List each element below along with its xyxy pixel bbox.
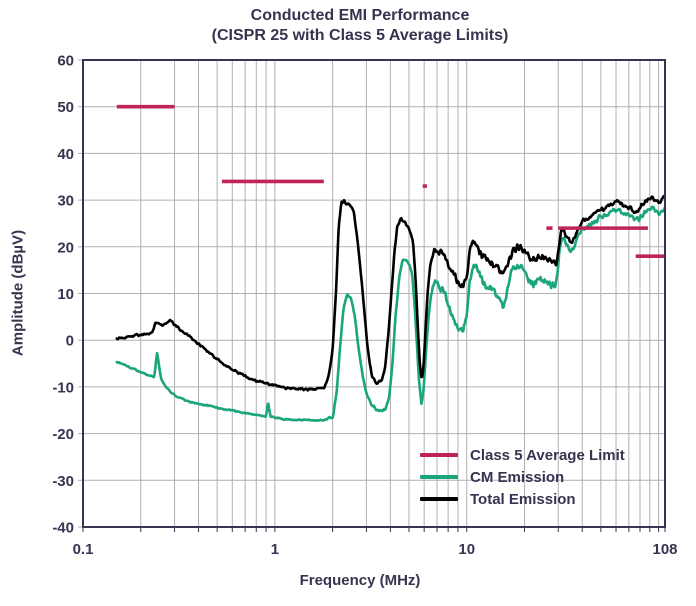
plot-border bbox=[82, 59, 666, 528]
legend-item-cm-emission: CM Emission bbox=[420, 466, 625, 488]
y-tick-label: 50 bbox=[57, 99, 74, 116]
y-axis-label: Amplitude (dBµV) bbox=[9, 229, 27, 357]
legend-item-total-emission: Total Emission bbox=[420, 488, 625, 510]
chart-title-line1: Conducted EMI Performance bbox=[250, 7, 470, 24]
y-tick-label: 0 bbox=[66, 333, 74, 350]
y-tick-label: -20 bbox=[52, 426, 74, 443]
legend-swatch-cm-emission bbox=[420, 475, 458, 479]
legend-swatch-class5-limit bbox=[420, 453, 458, 457]
x-tick-label: 1 bbox=[271, 541, 279, 558]
y-tick-label: 40 bbox=[57, 146, 74, 163]
x-tick-label: 108 bbox=[652, 541, 677, 558]
y-tick-label: 60 bbox=[57, 53, 74, 70]
total-emission-line bbox=[115, 194, 667, 392]
legend-label-total-emission: Total Emission bbox=[470, 490, 576, 508]
y-tick-label: -30 bbox=[52, 473, 74, 490]
y-tick-label: -10 bbox=[52, 379, 74, 396]
class5-limit-segments bbox=[116, 104, 665, 258]
x-tick-labels: 0.1 1 10 108 bbox=[73, 541, 678, 558]
y-tick-labels: 60 50 40 30 20 10 0 -10 -20 -30 -40 bbox=[52, 53, 74, 537]
cm-emission-line bbox=[115, 205, 667, 423]
legend-item-class5-limit: Class 5 Average Limit bbox=[420, 444, 625, 466]
x-tick-label: 0.1 bbox=[73, 541, 94, 558]
x-axis-label: Frequency (MHz) bbox=[299, 572, 421, 589]
y-tick-label: -40 bbox=[52, 520, 74, 537]
y-tick-label: 30 bbox=[57, 193, 74, 210]
y-tick-label: 20 bbox=[57, 239, 74, 256]
legend-label-class5-limit: Class 5 Average Limit bbox=[470, 446, 625, 464]
legend-swatch-total-emission bbox=[420, 497, 458, 501]
legend: Class 5 Average Limit CM Emission Total … bbox=[420, 444, 625, 510]
chart-title: Conducted EMI Performance (CISPR 25 with… bbox=[54, 6, 666, 46]
x-tick-label: 10 bbox=[458, 541, 475, 558]
legend-label-cm-emission: CM Emission bbox=[470, 468, 565, 486]
chart-title-line2: (CISPR 25 with Class 5 Average Limits) bbox=[211, 27, 509, 44]
y-tick-label: 10 bbox=[57, 286, 74, 303]
